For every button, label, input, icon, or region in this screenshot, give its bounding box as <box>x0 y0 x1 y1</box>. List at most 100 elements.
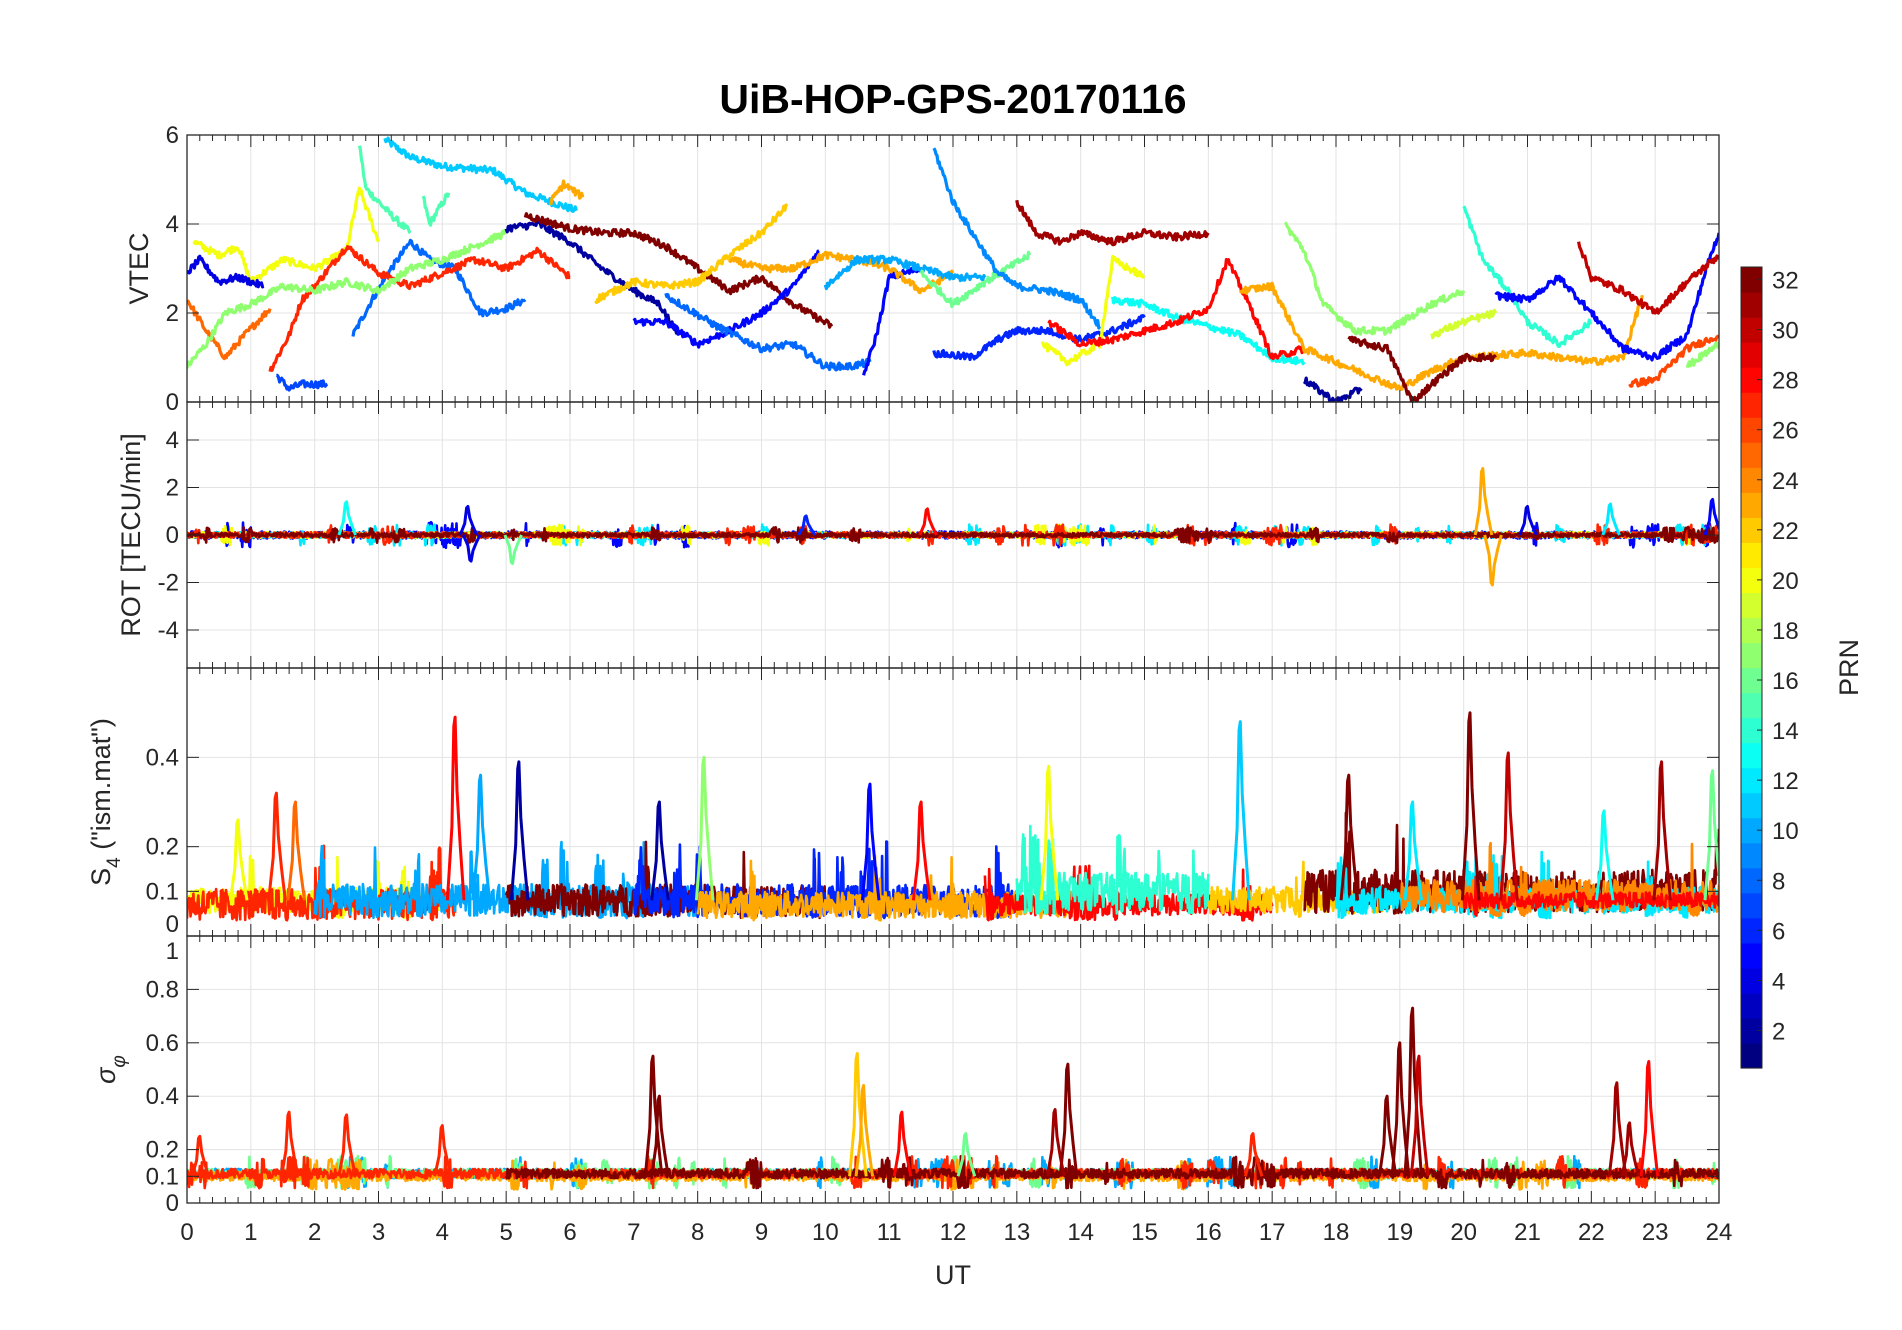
s4-peak-prn-17 <box>694 755 715 901</box>
sigma-peak-prn-32 <box>1377 1094 1398 1177</box>
y-tick-label: 2 <box>166 300 179 327</box>
vtec-line-prn-32 <box>1347 335 1497 402</box>
vtec-line-prn-17 <box>1685 341 1719 369</box>
x-tick-label: 4 <box>436 1219 449 1246</box>
vtec-line-prn-27 <box>268 245 571 372</box>
x-tick-label: 1 <box>244 1219 257 1246</box>
x-tick-label: 12 <box>940 1219 967 1246</box>
s4-peak-prn-32 <box>1460 711 1481 901</box>
y-label-main: σ <box>91 1066 121 1084</box>
y-axis-label: VTEC <box>124 232 154 304</box>
vtec-line-prn-6 <box>932 314 1146 362</box>
colorbar-tick-label: 8 <box>1772 868 1785 895</box>
y-tick-label: 0.6 <box>146 1030 179 1057</box>
rot-peak-prn-23 <box>1473 467 1494 536</box>
x-tick-label: 0 <box>180 1219 193 1246</box>
s4-peak-prn-31 <box>1652 760 1672 901</box>
sigma-peak-prn-27 <box>190 1134 211 1177</box>
colorbar-swatch <box>1741 492 1762 518</box>
y-tick-label: 0.4 <box>146 744 179 771</box>
colorbar-swatch <box>1741 967 1762 994</box>
series-rot <box>187 467 1719 587</box>
panel-vtec: 0 2 4 6 VTEC <box>124 122 1720 416</box>
vtec-line-prn-14 <box>1462 205 1593 348</box>
x-tick-label: 6 <box>563 1219 576 1246</box>
series-s4 <box>187 711 1719 922</box>
colorbar-tick-label: 20 <box>1772 568 1799 595</box>
y-tick-label: 0.1 <box>146 878 179 905</box>
colorbar-swatch <box>1741 517 1762 543</box>
s4-peak-prn-28 <box>911 800 932 901</box>
vtec-line-prn-26 <box>1628 334 1719 388</box>
vtec-line-prn-13 <box>1111 296 1306 366</box>
colorbar-tick-label: 6 <box>1772 918 1785 945</box>
sigma-peak-prn-27 <box>1243 1132 1264 1177</box>
colorbar-swatch <box>1741 567 1762 594</box>
vtec-line-prn-30 <box>1577 241 1719 315</box>
x-tick-label: 21 <box>1514 1219 1541 1246</box>
y-tick-label: 4 <box>166 211 179 238</box>
colorbar-box <box>1740 266 1763 1069</box>
colorbar-tick-label: 32 <box>1772 268 1799 295</box>
y-tick-label: 0 <box>166 522 179 549</box>
series-sigma <box>187 1006 1719 1191</box>
vtec-line-prn-20 <box>192 186 380 285</box>
colorbar-tick-label: 24 <box>1772 468 1799 495</box>
colorbar-swatch <box>1741 342 1762 368</box>
sigma-peak-prn-31 <box>1620 1121 1641 1177</box>
s4-peak-prn-30 <box>1499 751 1519 901</box>
vtec-line-prn-17 <box>187 228 508 369</box>
colorbar-tick-label: 26 <box>1772 418 1799 445</box>
colorbar-tick-label: 18 <box>1772 618 1799 645</box>
colorbar-tick-label: 28 <box>1772 368 1799 395</box>
y-tick-label: 0.4 <box>146 1083 179 1110</box>
rot-peak-prn-6 <box>797 514 817 536</box>
sigma-peak-prn-28 <box>892 1110 913 1177</box>
x-tick-label: 23 <box>1642 1219 1669 1246</box>
vtec-line-prn-19 <box>1430 308 1498 340</box>
vtec-line-prn-7 <box>275 373 329 392</box>
vtec-line-prn-20 <box>1040 255 1146 367</box>
vtec-line-prn-11 <box>383 136 578 213</box>
colorbar-swatch <box>1741 317 1762 343</box>
y-label-subscript: φ <box>109 1055 130 1067</box>
colorbar-swatch <box>1741 617 1762 644</box>
y-tick-label: 0.2 <box>146 1137 179 1164</box>
vtec-line-prn-5 <box>1494 232 1719 362</box>
x-tick-label: 9 <box>755 1219 768 1246</box>
colorbar-tick-label: 16 <box>1772 668 1799 695</box>
sigma-peak-prn-32 <box>643 1054 664 1177</box>
sigma-peak-prn-30 <box>1409 1054 1430 1177</box>
x-tick-label: 20 <box>1450 1219 1477 1246</box>
x-tick-label: 7 <box>627 1219 640 1246</box>
colorbar-swatch <box>1741 717 1762 744</box>
y-axis-label: S4 ("ism.mat") <box>86 718 125 886</box>
sigma-peak-prn-32 <box>1390 1041 1411 1177</box>
vtec-line-prn-10 <box>823 254 987 291</box>
vtec-line-prn-31 <box>1015 199 1210 247</box>
vtec-line-prn-23 <box>728 250 955 295</box>
rot-peak-prn-23 <box>1483 534 1503 587</box>
x-tick-label: 14 <box>1067 1219 1094 1246</box>
colorbar-swatch <box>1741 267 1762 293</box>
s4-trace-prn-28 <box>1462 875 1719 917</box>
vtec-line-prn-8 <box>664 292 872 372</box>
colorbar-swatch <box>1741 642 1762 669</box>
colorbar-swatch <box>1741 792 1762 819</box>
y-tick-label: 4 <box>166 427 179 454</box>
vtec-line-prn-17 <box>1283 221 1466 336</box>
colorbar-tick-label: 22 <box>1772 518 1799 545</box>
colorbar-tick-label: 4 <box>1772 968 1785 995</box>
rot-trace-prn-32 <box>187 525 1719 545</box>
colorbar-swatch <box>1741 867 1762 894</box>
x-tick-label: 11 <box>877 1219 902 1246</box>
vtec-line-prn-9 <box>932 147 1102 330</box>
sigma-peak-prn-31 <box>1607 1081 1628 1177</box>
sigma-trace-prn-32 <box>504 1155 1719 1190</box>
sigma-peak-prn-32 <box>1058 1062 1079 1177</box>
vtec-line-prn-16 <box>919 250 1032 309</box>
y-tick-label: 0 <box>166 911 179 938</box>
x-tick-label: 2 <box>308 1219 321 1246</box>
